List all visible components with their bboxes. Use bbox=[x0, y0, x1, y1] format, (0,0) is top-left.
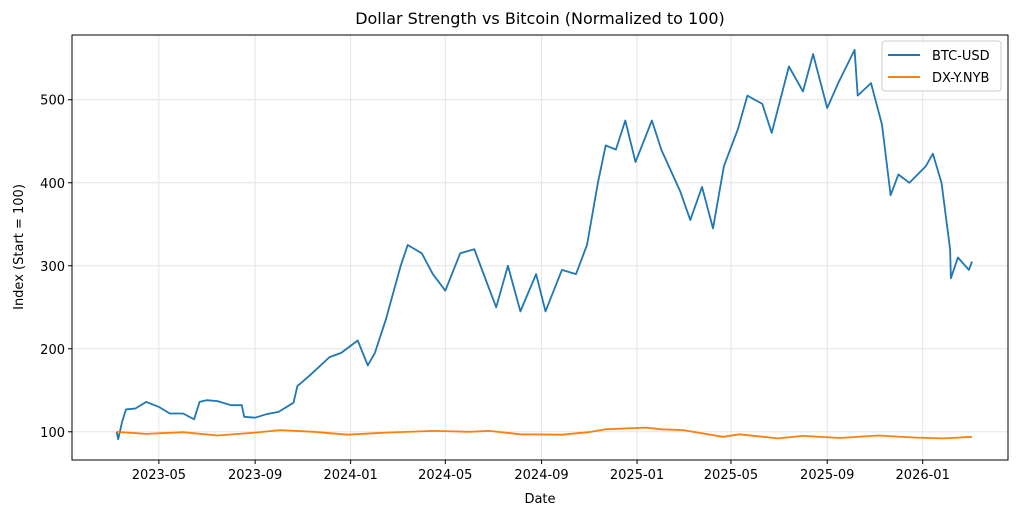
x-axis-label: Date bbox=[524, 492, 555, 507]
x-tick-label: 2024-01 bbox=[323, 468, 377, 483]
x-tick-label: 2025-09 bbox=[800, 468, 854, 483]
y-axis-label: Index (Start = 100) bbox=[12, 184, 27, 310]
series-line-btc-usd bbox=[115, 49, 973, 441]
x-tick-label: 2023-09 bbox=[228, 468, 282, 483]
grid bbox=[72, 35, 1008, 460]
y-tick-label: 100 bbox=[40, 426, 65, 441]
y-tick-label: 200 bbox=[40, 343, 65, 358]
legend-label-dxy: DX-Y.NYB bbox=[932, 71, 989, 86]
x-tick-label: 2024-05 bbox=[418, 468, 472, 483]
axes-frame bbox=[71, 34, 1009, 461]
x-axis-ticks: 2023-05 2023-09 2024-01 2024-05 2024-09 2025-… bbox=[132, 460, 950, 483]
x-tick-label: 2024-09 bbox=[514, 468, 568, 483]
y-tick-label: 500 bbox=[40, 94, 65, 109]
y-tick-label: 300 bbox=[40, 260, 65, 275]
y-tick-label: 400 bbox=[40, 177, 65, 192]
legend: BTC-USD DX-Y.NYB bbox=[881, 40, 1002, 92]
x-tick-label: 2025-01 bbox=[610, 468, 664, 483]
x-tick-label: 2023-05 bbox=[132, 468, 186, 483]
y-axis-ticks: 100 200 300 400 500 bbox=[40, 94, 72, 441]
series-lines bbox=[115, 49, 973, 441]
chart-title: Dollar Strength vs Bitcoin (Normalized t… bbox=[355, 9, 725, 28]
series-line-dx-y-nyb bbox=[116, 426, 973, 440]
x-tick-label: 2026-01 bbox=[896, 468, 950, 483]
legend-label-btc: BTC-USD bbox=[932, 49, 990, 64]
legend-box bbox=[881, 40, 1002, 92]
x-tick-label: 2025-05 bbox=[704, 468, 758, 483]
